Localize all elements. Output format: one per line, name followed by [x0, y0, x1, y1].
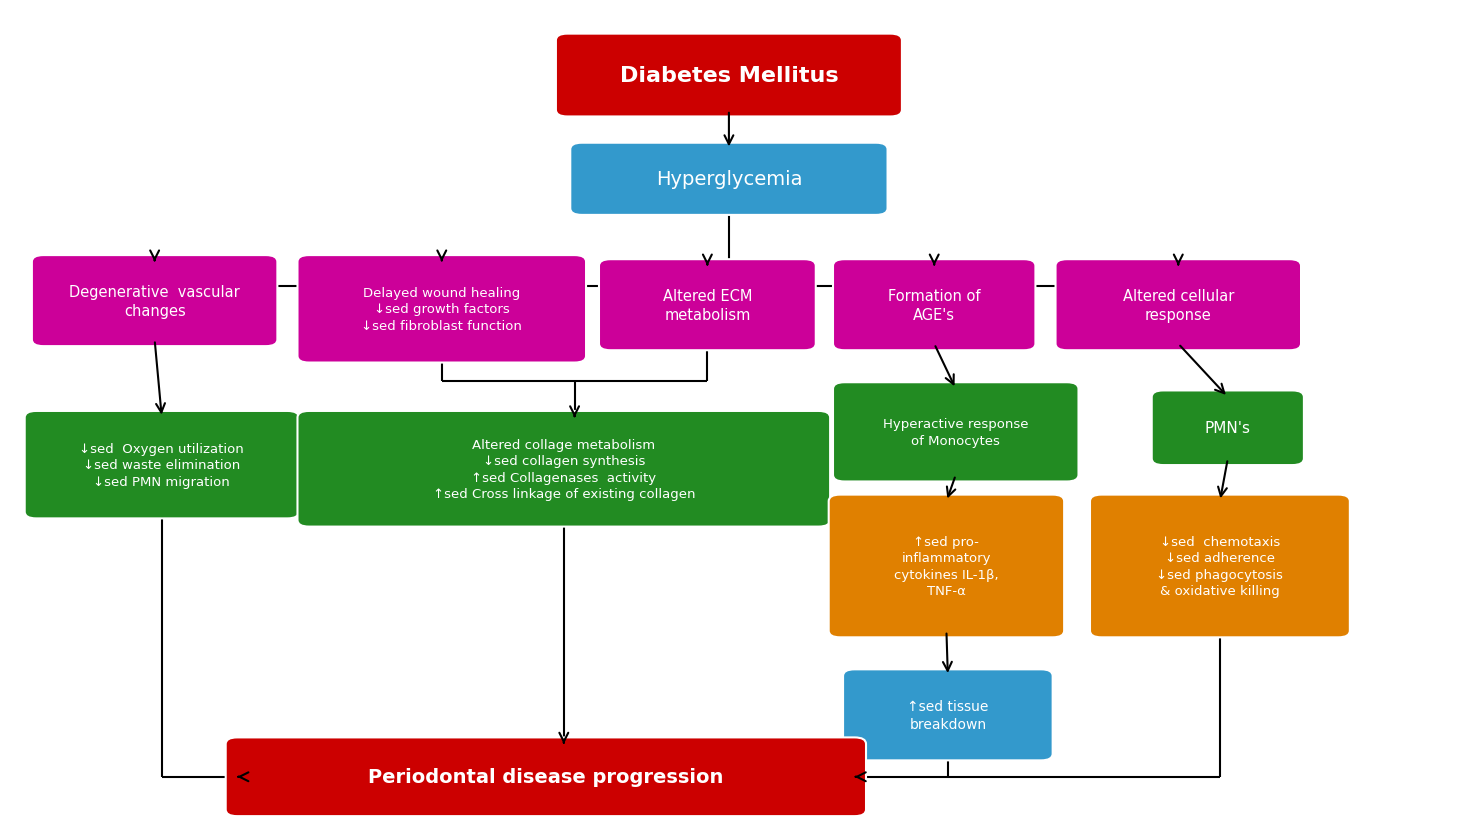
FancyBboxPatch shape	[570, 144, 888, 216]
Text: Delayed wound healing
↓sed growth factors
↓sed fibroblast function: Delayed wound healing ↓sed growth factor…	[362, 287, 522, 333]
FancyBboxPatch shape	[297, 411, 831, 527]
Text: Hyperactive response
of Monocytes: Hyperactive response of Monocytes	[883, 418, 1028, 447]
Text: Formation of
AGE's: Formation of AGE's	[888, 288, 980, 323]
Text: ↑sed pro-
inflammatory
cytokines IL-1β,
TNF-α: ↑sed pro- inflammatory cytokines IL-1β, …	[894, 535, 999, 598]
Text: Hyperglycemia: Hyperglycemia	[656, 170, 803, 189]
FancyBboxPatch shape	[834, 383, 1078, 482]
Text: Degenerative  vascular
changes: Degenerative vascular changes	[69, 284, 240, 319]
FancyBboxPatch shape	[829, 495, 1064, 638]
Text: ↓sed  chemotaxis
↓sed adherence
↓sed phagocytosis
& oxidative killing: ↓sed chemotaxis ↓sed adherence ↓sed phag…	[1156, 535, 1283, 598]
FancyBboxPatch shape	[834, 260, 1036, 351]
FancyBboxPatch shape	[599, 260, 816, 351]
FancyBboxPatch shape	[1055, 260, 1301, 351]
Text: PMN's: PMN's	[1204, 421, 1251, 436]
Text: Diabetes Mellitus: Diabetes Mellitus	[620, 66, 838, 86]
Text: Altered ECM
metabolism: Altered ECM metabolism	[662, 288, 752, 323]
FancyBboxPatch shape	[226, 737, 866, 816]
Text: Altered collage metabolism
↓sed collagen synthesis
↑sed Collagenases  activity
↑: Altered collage metabolism ↓sed collagen…	[432, 438, 694, 501]
FancyBboxPatch shape	[297, 256, 586, 363]
Text: Altered cellular
response: Altered cellular response	[1122, 288, 1234, 323]
Text: ↑sed tissue
breakdown: ↑sed tissue breakdown	[907, 699, 989, 731]
FancyBboxPatch shape	[25, 411, 299, 519]
FancyBboxPatch shape	[842, 670, 1053, 761]
FancyBboxPatch shape	[1151, 391, 1304, 466]
FancyBboxPatch shape	[1090, 495, 1349, 638]
FancyBboxPatch shape	[32, 256, 277, 347]
Text: perlobasics.com: perlobasics.com	[618, 430, 832, 456]
Text: ↓sed  Oxygen utilization
↓sed waste elimination
↓sed PMN migration: ↓sed Oxygen utilization ↓sed waste elimi…	[79, 442, 245, 488]
Text: Periodontal disease progression: Periodontal disease progression	[368, 767, 724, 787]
FancyBboxPatch shape	[555, 34, 902, 117]
